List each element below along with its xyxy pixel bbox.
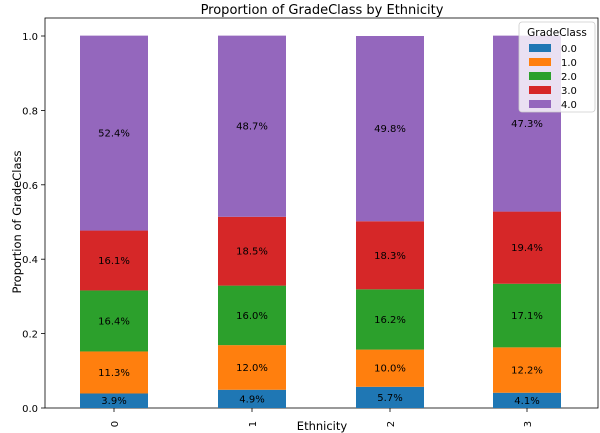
data-label: 18.5%	[236, 247, 268, 258]
data-label: 48.7%	[236, 122, 268, 133]
legend-swatch	[529, 86, 551, 94]
x-tick-label: 3	[523, 421, 534, 427]
bar-segment	[80, 230, 148, 291]
bar-segment	[493, 347, 561, 393]
y-tick-label: 0.2	[22, 330, 38, 341]
x-axis-label: Ethnicity	[297, 419, 348, 433]
bar-segment	[493, 392, 561, 408]
x-tick-label: 2	[386, 421, 397, 427]
x-tick-label: 0	[110, 421, 121, 427]
data-label: 19.4%	[511, 243, 543, 254]
bar-segment	[356, 36, 424, 222]
data-label: 49.8%	[374, 124, 406, 135]
data-label: 4.1%	[514, 396, 539, 407]
data-label: 16.0%	[236, 311, 268, 322]
legend-label: 2.0	[561, 72, 577, 83]
bar-segment	[356, 349, 424, 387]
bar-segment	[218, 345, 286, 390]
bar-segment	[493, 211, 561, 284]
legend-swatch	[529, 72, 551, 80]
y-tick-label: 1.0	[22, 32, 38, 43]
legend-title: GradeClass	[527, 27, 587, 39]
data-label: 3.9%	[101, 396, 126, 407]
legend-label: 4.0	[561, 100, 577, 111]
plot-frame	[44, 17, 599, 409]
data-label: 10.0%	[374, 364, 406, 375]
chart-title: Proportion of GradeClass by Ethnicity	[201, 3, 444, 18]
bar-segment	[356, 221, 424, 290]
legend-swatch	[529, 58, 551, 66]
data-label: 12.2%	[511, 366, 543, 377]
y-tick-label: 0.4	[22, 255, 38, 266]
legend-swatch	[529, 100, 551, 108]
plot-area: 0.0 0.2 0.4 0.6 0.8 1.0 3.9% 11.3% 16.4% 16.1% 52.…	[22, 17, 599, 427]
bar-segment	[356, 386, 424, 408]
data-label: 4.9%	[239, 394, 264, 405]
y-axis-label: Proportion of GradeClass	[10, 150, 24, 293]
y-tick-label: 0.6	[22, 181, 38, 192]
data-label: 5.7%	[377, 393, 402, 404]
legend-swatch	[529, 44, 551, 52]
legend-label: 0.0	[561, 44, 577, 55]
data-label: 18.3%	[374, 251, 406, 262]
legend-label: 3.0	[561, 86, 577, 97]
bar-segment	[218, 35, 286, 217]
data-label: 12.0%	[236, 363, 268, 374]
bar-segment	[493, 283, 561, 348]
bar-segment	[80, 393, 148, 408]
bar-segment	[80, 35, 148, 231]
data-label: 52.4%	[98, 129, 130, 140]
data-label: 16.2%	[374, 315, 406, 326]
data-label: 47.3%	[511, 119, 543, 130]
bar-segment	[218, 285, 286, 346]
bar-segment	[356, 289, 424, 350]
data-label: 16.1%	[98, 256, 130, 267]
x-tick-label: 1	[248, 421, 259, 427]
data-label: 16.4%	[98, 316, 130, 327]
data-label: 11.3%	[98, 368, 130, 379]
bar-segment	[80, 290, 148, 352]
y-tick-label: 0.8	[22, 106, 38, 117]
y-tick-label: 0.0	[22, 404, 38, 415]
bar-segment	[218, 389, 286, 408]
bar-segment	[80, 351, 148, 394]
data-label: 17.1%	[511, 311, 543, 322]
legend: GradeClass 0.0 1.0 2.0 3.0 4.0	[518, 21, 596, 113]
legend-label: 1.0	[561, 58, 577, 69]
bar-segment	[218, 216, 286, 286]
